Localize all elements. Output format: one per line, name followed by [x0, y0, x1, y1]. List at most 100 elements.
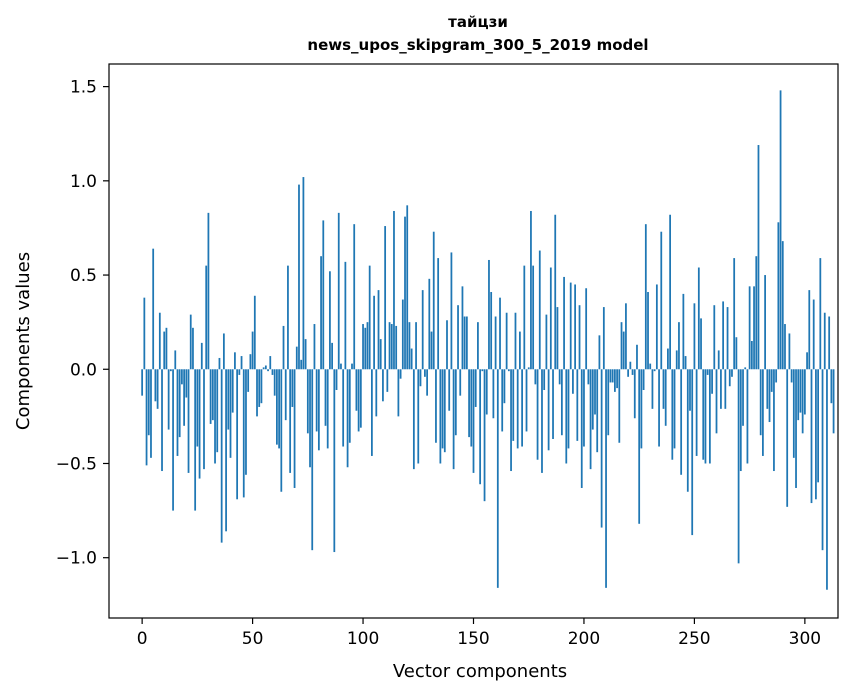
bar-7	[156, 369, 159, 409]
bar-267	[731, 369, 733, 377]
bar-196	[574, 284, 576, 370]
x-tick-label: 150	[457, 629, 489, 649]
bar-146	[463, 316, 466, 370]
bar-229	[647, 292, 649, 370]
bar-144	[459, 369, 462, 396]
bar-242	[675, 350, 678, 370]
bar-222	[631, 369, 634, 375]
bar-71	[298, 184, 300, 370]
bar-209	[602, 307, 605, 370]
bar-90	[340, 363, 342, 370]
y-axis-label: Components values	[13, 252, 34, 430]
x-axis-ticks: 0 50 100 150 200 250 300	[137, 618, 821, 649]
bar-9	[161, 369, 163, 472]
bar-108	[379, 339, 382, 370]
bar-156	[485, 369, 488, 415]
bar-289	[779, 90, 782, 370]
bar-294	[790, 369, 793, 383]
bar-70	[295, 346, 298, 370]
bar-249	[691, 369, 694, 536]
bar-258	[711, 369, 713, 394]
bar-12	[167, 369, 170, 430]
bar-51	[253, 295, 256, 370]
bar-308	[821, 369, 824, 551]
bar-243	[678, 322, 680, 370]
bar-191	[563, 276, 565, 370]
bar-15	[174, 350, 177, 370]
bar-99	[359, 369, 362, 428]
bar-157	[488, 259, 490, 370]
bar-65	[284, 369, 287, 421]
bar-305	[815, 369, 817, 500]
bar-150	[472, 369, 475, 473]
bar-107	[377, 290, 380, 370]
y-tick-label: 0.0	[70, 360, 97, 380]
bar-112	[388, 322, 391, 370]
bar-32	[211, 369, 214, 421]
bar-61	[276, 369, 278, 445]
bar-269	[735, 337, 738, 370]
bar-120	[406, 205, 409, 370]
bar-291	[784, 324, 786, 370]
bar-53	[258, 369, 261, 407]
bar-137	[443, 369, 446, 453]
bar-45	[240, 356, 243, 370]
bar-119	[404, 216, 406, 370]
bar-244	[680, 369, 683, 475]
bar-23	[192, 327, 194, 370]
bar-86	[331, 342, 333, 370]
bar-183	[545, 314, 548, 370]
bar-87	[333, 369, 336, 553]
bar-133	[435, 369, 437, 443]
bar-281	[762, 369, 764, 456]
bar-36	[220, 369, 223, 543]
bar-205	[594, 369, 596, 415]
bar-302	[808, 290, 811, 370]
bar-41	[231, 369, 234, 413]
bar-311	[828, 316, 831, 370]
bar-270	[737, 369, 740, 564]
bar-69	[293, 369, 296, 488]
bar-215	[616, 369, 618, 389]
bar-166	[507, 369, 510, 372]
bar-114	[393, 210, 395, 370]
bar-103	[368, 265, 371, 370]
bar-186	[552, 369, 554, 439]
bar-124	[415, 322, 417, 370]
bar-285	[770, 369, 773, 392]
bar-31	[209, 369, 212, 424]
bar-212	[609, 369, 612, 383]
bar-255	[704, 369, 707, 464]
bar-2	[145, 369, 148, 466]
y-tick-label: −1.0	[56, 549, 97, 569]
bar-101	[364, 327, 367, 370]
bar-85	[329, 271, 331, 370]
bar-231	[651, 369, 654, 409]
bar-24	[194, 369, 197, 511]
bar-30	[207, 212, 210, 370]
bar-187	[554, 214, 557, 370]
bar-251	[695, 369, 698, 456]
bar-26	[198, 369, 201, 479]
bar-211	[607, 369, 610, 436]
bar-139	[448, 369, 451, 411]
bar-279	[757, 145, 760, 370]
bar-118	[401, 299, 404, 370]
bar-299	[801, 369, 804, 434]
bar-307	[819, 258, 822, 370]
bar-55	[262, 367, 265, 370]
bar-309	[823, 312, 826, 370]
bar-106	[375, 369, 378, 417]
bar-177	[532, 265, 535, 370]
bar-202	[587, 369, 590, 385]
bar-151	[474, 369, 477, 407]
bar-29	[205, 265, 208, 370]
bar-13	[169, 369, 172, 372]
bar-5	[152, 248, 155, 370]
x-tick-label: 0	[137, 629, 148, 649]
bar-178	[534, 369, 537, 385]
bar-148	[468, 369, 470, 438]
bar-292	[786, 369, 789, 507]
bar-91	[342, 369, 345, 447]
